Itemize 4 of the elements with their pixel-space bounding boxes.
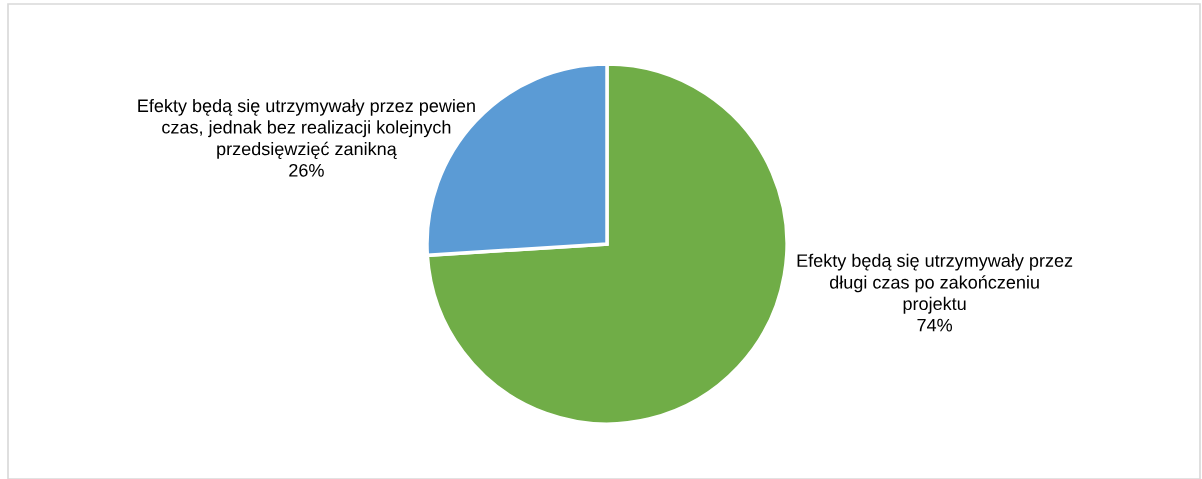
data-label: 26%: [289, 163, 324, 177]
slice-label: Efekty będą się utrzymywały przez długi czas po zakończeniu projektu: [797, 253, 1073, 314]
data-label: 74%: [917, 318, 953, 332]
slice-label: Efekty będą się utrzymywały przez pewien czas, jednak bez realizacji kolejnych przedsięwzięć zanikną: [138, 98, 475, 159]
